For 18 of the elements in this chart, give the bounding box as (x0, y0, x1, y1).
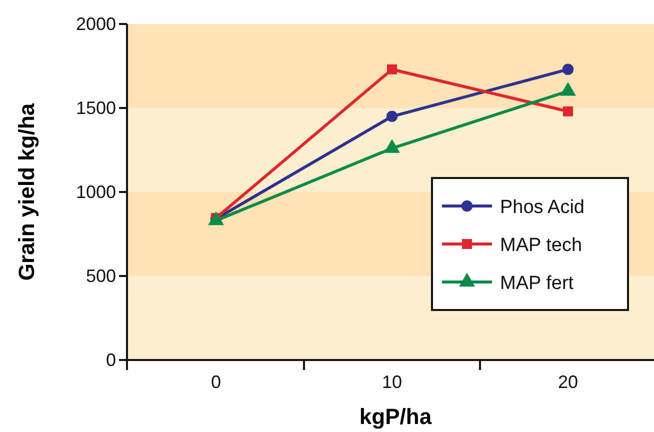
x-axis-title: kgP/ha (359, 404, 432, 429)
legend-label: MAP tech (500, 235, 582, 256)
point (562, 64, 574, 75)
y-tick-label: 0 (106, 350, 116, 370)
point (384, 139, 400, 153)
x-tick-label: 0 (210, 372, 222, 392)
point (386, 110, 398, 122)
point (563, 106, 573, 116)
x-tick-label: 20 (558, 372, 578, 392)
y-tick-label: 1000 (76, 182, 116, 202)
legend-label: Phos Acid (500, 197, 584, 218)
point (387, 64, 397, 74)
y-tick-label: 500 (86, 266, 116, 286)
y-tick-label: 1500 (76, 98, 116, 118)
legend-label: MAP fert (500, 273, 574, 294)
x-tick-label: 10 (382, 372, 402, 392)
y-tick-label: 2000 (76, 14, 116, 34)
y-axis-title: Grain yield kg/ha (14, 102, 39, 281)
